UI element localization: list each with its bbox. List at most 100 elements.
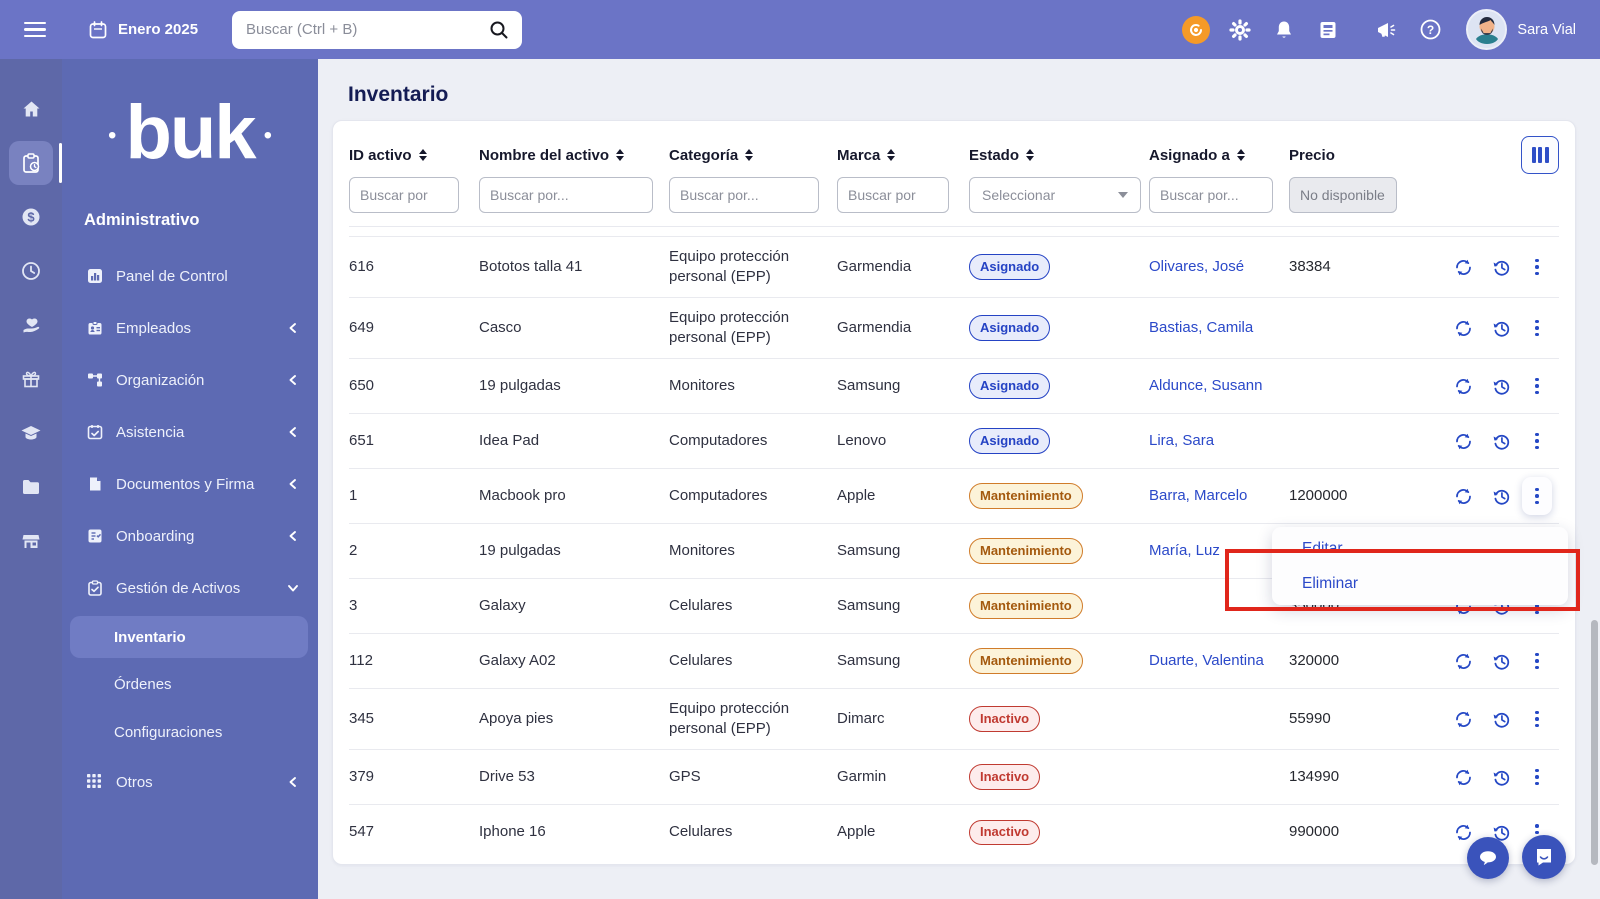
reassign-icon[interactable] bbox=[1453, 486, 1474, 507]
history-icon[interactable] bbox=[1491, 318, 1512, 339]
assignee-link[interactable]: Duarte, Valentina bbox=[1149, 651, 1264, 669]
cell-category: Equipo protección personal (EPP) bbox=[669, 308, 790, 346]
bell-icon[interactable] bbox=[1262, 8, 1306, 52]
rail-benefits-icon[interactable] bbox=[9, 303, 53, 347]
column-header-marca[interactable]: Marca bbox=[837, 147, 969, 164]
rail-gift-icon[interactable] bbox=[9, 357, 53, 401]
assignee-link[interactable]: Lira, Sara bbox=[1149, 431, 1215, 449]
reassign-icon[interactable] bbox=[1453, 767, 1474, 788]
news-icon[interactable] bbox=[1306, 8, 1350, 52]
history-icon[interactable] bbox=[1491, 822, 1512, 843]
reassign-icon[interactable] bbox=[1453, 709, 1474, 730]
history-icon[interactable] bbox=[1491, 376, 1512, 397]
row-actions bbox=[1421, 820, 1559, 845]
organization-icon bbox=[86, 371, 104, 389]
svg-text:$: $ bbox=[27, 210, 35, 225]
column-header-categoria[interactable]: Categoría bbox=[669, 147, 837, 164]
assignee-link[interactable]: Bastias, Camila bbox=[1149, 318, 1254, 336]
hamburger-icon[interactable] bbox=[24, 17, 50, 43]
reassign-icon[interactable] bbox=[1453, 651, 1474, 672]
filter-categoria[interactable] bbox=[669, 177, 819, 213]
sidebar-item-panel-de-control[interactable]: Panel de Control bbox=[62, 250, 318, 302]
rail-assets-icon[interactable] bbox=[9, 141, 62, 185]
column-header-estado[interactable]: Estado bbox=[969, 147, 1149, 164]
sidebar-item-gestion-de-activos[interactable]: Gestión de Activos bbox=[62, 562, 318, 614]
cell-category: Monitores bbox=[669, 376, 735, 394]
cell-id: 650 bbox=[349, 376, 375, 394]
help-icon[interactable]: ? bbox=[1408, 8, 1452, 52]
sidebar-item-onboarding[interactable]: Onboarding bbox=[62, 510, 318, 562]
sidebar-item-documentos-y-firma[interactable]: Documentos y Firma bbox=[62, 458, 318, 510]
feedback-chat-button[interactable] bbox=[1467, 837, 1509, 879]
column-settings-button[interactable] bbox=[1521, 136, 1559, 174]
megaphone-icon[interactable] bbox=[1364, 8, 1408, 52]
reassign-icon[interactable] bbox=[1453, 318, 1474, 339]
row-actions bbox=[1421, 707, 1559, 732]
filter-asignado[interactable] bbox=[1149, 177, 1273, 213]
menu-item-eliminar[interactable]: Eliminar bbox=[1302, 574, 1358, 592]
rail-payroll-icon[interactable]: $ bbox=[9, 195, 53, 239]
row-menu-icon[interactable] bbox=[1529, 255, 1545, 280]
column-header-id-activo[interactable]: ID activo bbox=[349, 147, 479, 164]
assignee-link[interactable]: Barra, Marcelo bbox=[1149, 486, 1248, 504]
column-header-nombre[interactable]: Nombre del activo bbox=[479, 147, 669, 164]
cell-brand: Samsung bbox=[837, 596, 901, 614]
sidebar-item-configuraciones[interactable]: Configuraciones bbox=[114, 723, 223, 741]
history-icon[interactable] bbox=[1491, 709, 1512, 730]
assignee-link[interactable]: Aldunce, Susann bbox=[1149, 376, 1263, 394]
reassign-icon[interactable] bbox=[1453, 431, 1474, 452]
sidebar-item-otros[interactable]: Otros bbox=[62, 756, 318, 808]
row-menu-icon[interactable] bbox=[1529, 765, 1545, 790]
history-icon[interactable] bbox=[1491, 486, 1512, 507]
sort-icon bbox=[1026, 148, 1035, 162]
search-input[interactable] bbox=[246, 21, 487, 38]
history-icon[interactable] bbox=[1491, 651, 1512, 672]
search-icon[interactable] bbox=[488, 19, 510, 46]
row-menu-icon[interactable] bbox=[1529, 484, 1545, 509]
sort-icon bbox=[745, 148, 754, 162]
row-menu-icon[interactable] bbox=[1529, 649, 1545, 674]
assignee-link[interactable]: Olivares, José bbox=[1149, 257, 1245, 275]
cell-id: 3 bbox=[349, 596, 358, 614]
cell-brand: Garmendia bbox=[837, 318, 912, 336]
column-header-asignado-a[interactable]: Asignado a bbox=[1149, 147, 1289, 164]
avatar[interactable] bbox=[1466, 9, 1508, 50]
sidebar-item-asistencia[interactable]: Asistencia bbox=[62, 406, 318, 458]
menu-item-editar[interactable]: Editar bbox=[1302, 539, 1343, 557]
sidebar-item-empleados[interactable]: Empleados bbox=[62, 302, 318, 354]
cell-name: Apoya pies bbox=[479, 709, 554, 727]
status-badge: Asignado bbox=[969, 373, 1051, 399]
buk-assistant-icon[interactable] bbox=[1174, 8, 1218, 52]
history-icon[interactable] bbox=[1491, 767, 1512, 788]
reassign-icon[interactable] bbox=[1453, 822, 1474, 843]
support-chat-button[interactable] bbox=[1522, 835, 1566, 879]
status-badge: Inactivo bbox=[969, 819, 1041, 846]
sidebar-item-organizacion[interactable]: Organización bbox=[62, 354, 318, 406]
sidebar-item-ordenes[interactable]: Órdenes bbox=[114, 675, 172, 693]
rail-home-icon[interactable] bbox=[9, 87, 53, 131]
gear-icon[interactable] bbox=[1218, 8, 1262, 52]
row-menu-icon[interactable] bbox=[1529, 429, 1545, 454]
filter-estado-select[interactable]: Seleccionar bbox=[969, 177, 1141, 213]
period-selector[interactable]: Enero 2025 bbox=[88, 20, 198, 40]
cell-brand: Samsung bbox=[837, 541, 901, 559]
row-menu-icon[interactable] bbox=[1529, 707, 1545, 732]
rail-marketplace-icon[interactable] bbox=[9, 519, 53, 563]
row-menu-icon[interactable] bbox=[1529, 316, 1545, 341]
filter-nombre[interactable] bbox=[479, 177, 653, 213]
rail-time-icon[interactable] bbox=[9, 249, 53, 293]
history-icon[interactable] bbox=[1491, 257, 1512, 278]
filter-marca[interactable] bbox=[837, 177, 949, 213]
filter-id-activo[interactable] bbox=[349, 177, 459, 213]
history-icon[interactable] bbox=[1491, 431, 1512, 452]
rail-files-icon[interactable] bbox=[9, 465, 53, 509]
cell-price: 55990 bbox=[1289, 709, 1331, 727]
rail-training-icon[interactable] bbox=[9, 411, 53, 455]
cell-status: Mantenimiento bbox=[969, 483, 1149, 509]
row-menu-icon[interactable] bbox=[1529, 374, 1545, 399]
reassign-icon[interactable] bbox=[1453, 376, 1474, 397]
sidebar-item-inventario[interactable]: Inventario bbox=[70, 616, 308, 658]
vertical-scrollbar-thumb[interactable] bbox=[1591, 620, 1598, 865]
assignee-link[interactable]: María, Luz bbox=[1149, 541, 1220, 559]
reassign-icon[interactable] bbox=[1453, 257, 1474, 278]
